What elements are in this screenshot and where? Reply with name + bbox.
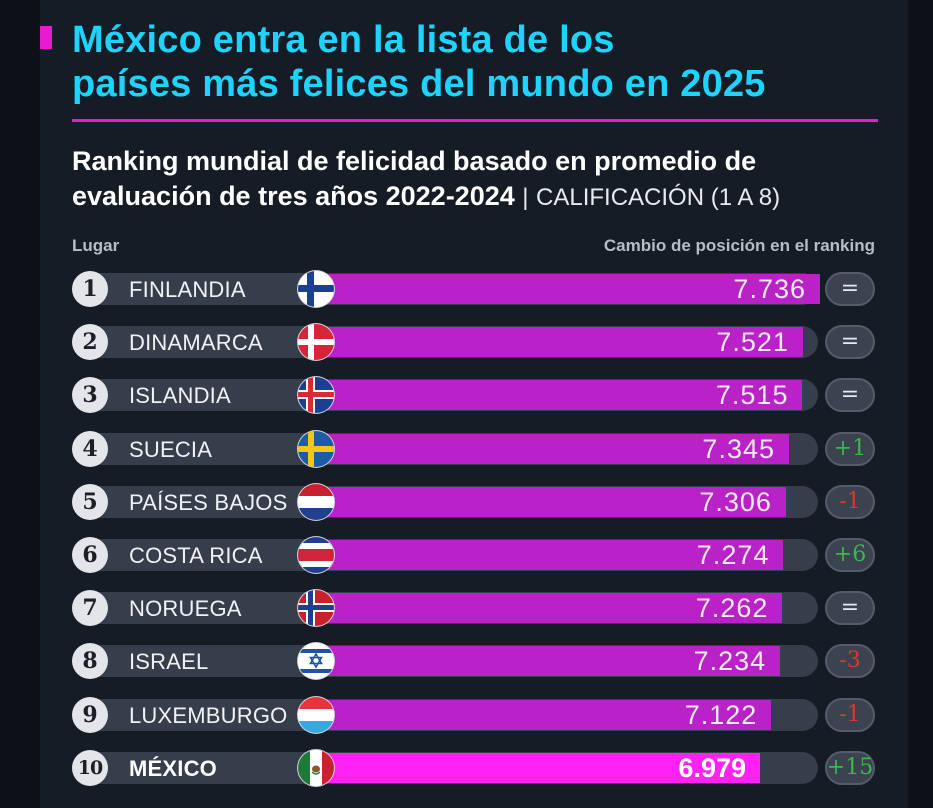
- score-value: 6.979: [678, 752, 746, 783]
- rank-badge: 10: [72, 749, 108, 786]
- rank-badge: 8: [72, 643, 108, 680]
- country-label: NORUEGA: [129, 596, 242, 622]
- rank-change-badge: -3: [825, 644, 875, 679]
- rank-change-badge: =: [825, 378, 875, 413]
- column-header-change: Cambio de posición en el ranking: [603, 236, 875, 255]
- title-line-2: países más felices del mundo en 2025: [72, 63, 766, 105]
- subtitle-separator: |: [522, 184, 529, 211]
- rank-change-badge: +15: [825, 750, 875, 785]
- subtitle-years: evaluación de tres años 2022-2024: [72, 181, 515, 211]
- country-label: SUECIA: [129, 436, 213, 462]
- denmark-flag-icon: [298, 324, 334, 361]
- score-bar: [328, 433, 789, 464]
- israel-flag-icon: [298, 643, 334, 680]
- rank-change-badge: =: [825, 272, 875, 306]
- subtitle-line-1: Ranking mundial de felicidad basado en p…: [72, 146, 757, 176]
- rank-change-badge: +1: [825, 431, 875, 466]
- table-row: 1 FINLANDIA 7.736 =: [72, 270, 878, 310]
- country-label: ISRAEL: [129, 649, 209, 675]
- luxembourg-flag-icon: [298, 696, 334, 733]
- finland-flag-icon: [298, 271, 334, 307]
- rank-change-badge: -1: [825, 697, 875, 732]
- country-label: COSTA RICA: [129, 543, 263, 568]
- rank-badge: 2: [72, 324, 108, 361]
- costa-rica-flag-icon: [298, 537, 334, 573]
- score-bar: [328, 327, 803, 358]
- score-value: 7.234: [693, 646, 767, 677]
- score-value: 7.345: [702, 433, 775, 464]
- mexico-flag-icon: [298, 749, 334, 786]
- country-label: ISLANDIA: [129, 383, 231, 409]
- rank-change-badge: -1: [825, 484, 875, 519]
- table-row: 4 SUECIA 7.345 +1: [72, 430, 878, 470]
- score-value: 7.262: [695, 593, 769, 624]
- table-row: 8 ISRAEL 7.234 -3: [72, 642, 878, 682]
- norway-flag-icon: [298, 590, 334, 627]
- country-label: PAÍSES BAJOS: [129, 489, 288, 515]
- rank-badge: 9: [72, 696, 108, 733]
- rank-badge: 7: [72, 590, 108, 627]
- title-accent-bar: [40, 26, 52, 49]
- rank-change-badge: =: [825, 325, 875, 360]
- score-value: 7.122: [684, 699, 758, 730]
- score-bar: [328, 699, 772, 730]
- subtitle-scale: CALIFICACIÓN (1 A 8): [536, 184, 781, 211]
- rank-badge: 6: [72, 537, 108, 573]
- rank-change-badge: =: [825, 591, 875, 626]
- chart-title: México entra en la lista de los países m…: [72, 18, 902, 106]
- table-row: 3 ISLANDIA 7.515 =: [72, 376, 878, 416]
- title-divider: [72, 119, 878, 122]
- score-bar: [328, 380, 803, 411]
- score-value: 7.736: [733, 274, 806, 304]
- title-line-1: México entra en la lista de los: [72, 19, 615, 61]
- country-label: DINAMARCA: [129, 330, 263, 356]
- table-row: 7 NORUEGA 7.262 =: [72, 589, 878, 629]
- chart-subtitle: Ranking mundial de felicidad basado en p…: [72, 144, 892, 215]
- score-bar: [328, 752, 760, 783]
- rank-badge: 3: [72, 377, 108, 414]
- rank-change-badge: +6: [825, 538, 875, 572]
- table-row: 9 LUXEMBURGO 7.122 -1: [72, 696, 878, 736]
- netherlands-flag-icon: [298, 483, 334, 520]
- rank-badge: 4: [72, 430, 108, 467]
- score-bar: [328, 486, 786, 517]
- rank-badge: 1: [72, 271, 108, 307]
- score-bar: [328, 646, 781, 677]
- score-value: 7.521: [716, 327, 789, 358]
- score-value: 7.274: [696, 540, 770, 570]
- score-bar: [328, 593, 783, 624]
- table-row: 2 DINAMARCA 7.521 =: [72, 323, 878, 363]
- country-label: LUXEMBURGO: [129, 702, 288, 728]
- country-label: MÉXICO: [129, 755, 217, 781]
- column-header-rank: Lugar: [72, 236, 120, 255]
- iceland-flag-icon: [298, 377, 334, 414]
- sweden-flag-icon: [298, 430, 334, 467]
- rank-badge: 5: [72, 483, 108, 520]
- table-row: 5 PAÍSES BAJOS 7.306 -1: [72, 483, 878, 523]
- country-label: FINLANDIA: [129, 277, 246, 302]
- score-value: 7.515: [715, 380, 789, 411]
- score-value: 7.306: [699, 486, 772, 517]
- table-row: 6 COSTA RICA 7.274 +6: [72, 536, 878, 576]
- score-bar: [328, 274, 820, 304]
- score-bar: [328, 540, 784, 570]
- table-row: 10 MÉXICO 6.979 +15: [72, 749, 878, 789]
- subtitle-line-2: evaluación de tres años 2022-2024 | CALI…: [72, 179, 892, 215]
